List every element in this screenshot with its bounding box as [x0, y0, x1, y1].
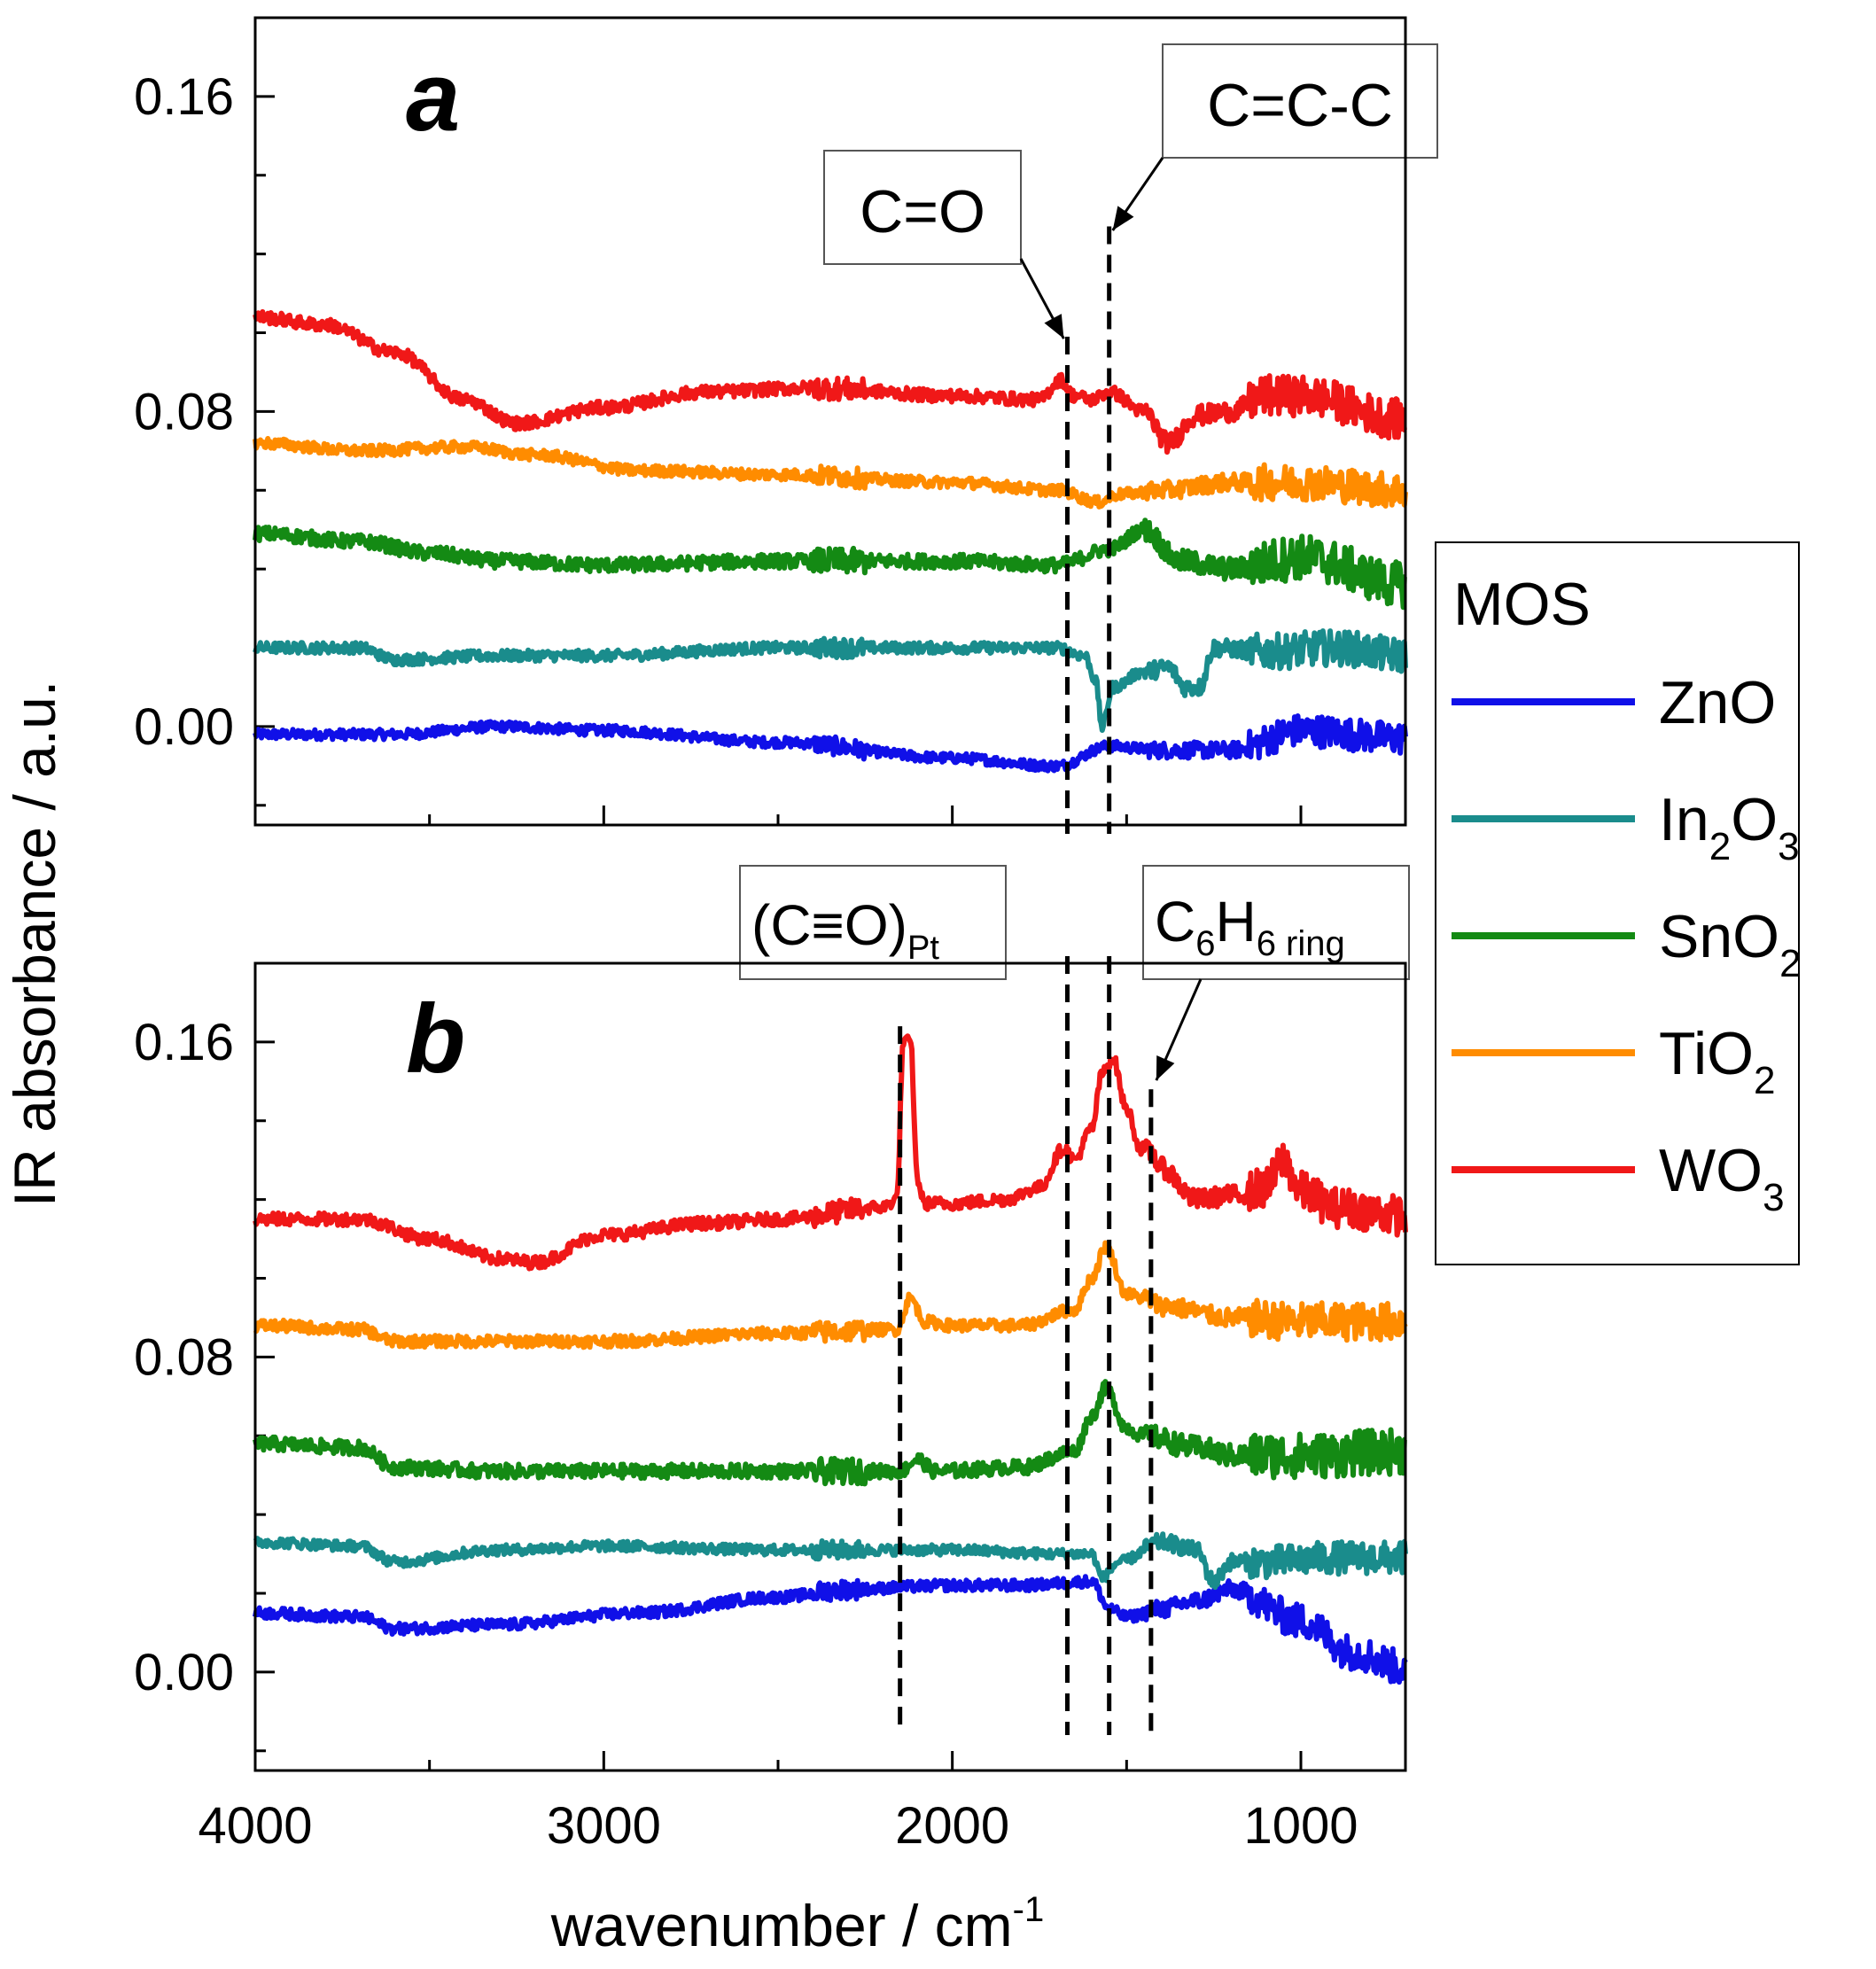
panel-b-label: b: [406, 984, 465, 1093]
series-line-In2O3: [253, 628, 1408, 733]
annotation-box-ccc: [1162, 43, 1438, 159]
legend-label-TiO2: TiO2: [1659, 1020, 1776, 1102]
x-tick-label: 1000: [1243, 1797, 1358, 1855]
y-tick-label: 0.16: [134, 1014, 234, 1071]
annotation-co-pt-label: (C≡O)Pt: [751, 893, 939, 967]
series-line-ZnO: [253, 713, 1408, 774]
series-line-TiO2: [253, 436, 1408, 510]
annotation-ccc-arrow-head: [1112, 206, 1134, 230]
panel-b-axes: 4000 3000 2000 1000 0.00 0.08 0.16: [134, 961, 1358, 1855]
x-tick-label: 3000: [547, 1797, 661, 1855]
x-axis-label: wavenumber / cm-1: [550, 1890, 1044, 1958]
panel-b-frame: [253, 961, 1407, 1772]
annotation-box-co: [823, 150, 1022, 265]
annotation-c6h6-arrow-head: [1156, 1055, 1175, 1081]
y-tick-label: 0.00: [134, 698, 234, 756]
series-line-WO3: [253, 1033, 1408, 1272]
annotation-c6h6-label: C6H6 ring: [1155, 890, 1345, 963]
panel-b-series: [253, 1033, 1408, 1685]
annotation-box-co-pt: [739, 865, 1007, 980]
panel-a-annotations: C=O C=C-C: [823, 43, 1438, 834]
legend-box: [1435, 541, 1800, 1265]
panel-a: 0.00 0.08 0.16 C=O C=C-C a: [134, 16, 1438, 834]
legend-label-SnO2: SnO2: [1659, 903, 1802, 985]
series-line-In2O3: [253, 1531, 1408, 1591]
series-line-TiO2: [253, 1240, 1408, 1350]
y-tick-label: 0.08: [134, 383, 234, 440]
x-tick-label: 4000: [198, 1797, 312, 1855]
annotation-ccc-label: C=C-C: [1207, 72, 1393, 139]
legend: MOS ZnO In2O3 SnO2 TiO2 WO3: [1435, 541, 1802, 1265]
x-tick-label: 2000: [895, 1797, 1009, 1855]
panel-a-axes: 0.00 0.08 0.16: [134, 16, 1303, 825]
panel-a-series: [253, 308, 1408, 774]
panel-a-frame: [253, 16, 1407, 827]
panel-b-annotations: (C≡O)Pt C6H6 ring: [739, 865, 1410, 1735]
series-line-SnO2: [253, 518, 1407, 611]
annotation-co-label: C=O: [860, 178, 985, 245]
y-tick-label: 0.00: [134, 1644, 234, 1701]
legend-title: MOS: [1453, 571, 1591, 638]
annotation-box-c6h6: [1142, 865, 1410, 980]
legend-label-ZnO: ZnO: [1659, 669, 1776, 736]
y-tick-label: 0.16: [134, 68, 234, 126]
series-line-ZnO: [253, 1574, 1408, 1685]
y-axis-label: IR absorbance / a.u.: [2, 681, 67, 1207]
panel-b: 4000 3000 2000 1000 0.00 0.08 0.16 (C≡O)Pt C6H6…: [134, 865, 1410, 1855]
legend-label-WO3: WO3: [1659, 1137, 1785, 1219]
y-tick-label: 0.08: [134, 1328, 234, 1386]
legend-entries: ZnO In2O3 SnO2 TiO2 WO3: [1452, 669, 1802, 1219]
series-line-WO3: [253, 308, 1407, 455]
legend-label-In2O3: In2O3: [1659, 786, 1800, 868]
panel-a-label: a: [406, 43, 460, 152]
annotation-co-arrow-head: [1044, 314, 1064, 339]
series-line-SnO2: [253, 1379, 1407, 1487]
